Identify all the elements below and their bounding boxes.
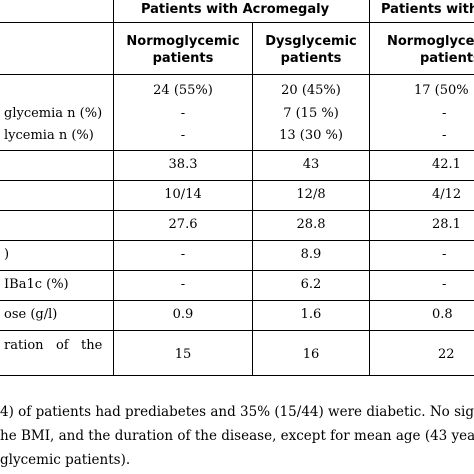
row-divider <box>0 240 474 241</box>
table-bottom-border <box>0 375 474 376</box>
row-label: ) <box>4 247 10 262</box>
cell-value: - <box>442 247 447 262</box>
cell-value: 13 (30 %) <box>279 128 343 143</box>
cell-value: 24 (55%) <box>153 83 213 98</box>
column-divider <box>113 0 114 375</box>
row-label: ration of the <box>4 338 103 353</box>
cell-value: 0.8 <box>432 307 453 322</box>
caption-line: he BMI, and the duration of the disease,… <box>0 428 474 444</box>
header-group-rule <box>113 22 474 23</box>
cell-value: - <box>180 247 186 262</box>
col-header-normoglycemic2-line1: Normoglyce <box>387 34 474 49</box>
row-divider <box>0 150 474 151</box>
row-divider <box>0 300 474 301</box>
cell-value: 42.1 <box>432 157 461 172</box>
col-header-dysglycemic-line2: patients <box>280 51 342 66</box>
col-header-normoglycemic2-line2: patients <box>420 51 474 66</box>
cell-value: 8.9 <box>300 247 322 262</box>
cell-value: 12/8 <box>296 187 326 202</box>
cell-value: 43 <box>302 157 320 172</box>
row-label: IBa1c (%) <box>4 277 69 292</box>
col-header-normoglycemic-line1: Normoglycemic <box>126 34 240 49</box>
cell-value: 28.1 <box>432 217 461 232</box>
row-divider <box>0 270 474 271</box>
row-divider <box>0 330 474 331</box>
cell-value: - <box>180 277 186 292</box>
row-divider <box>0 180 474 181</box>
cell-value: 7 (15 %) <box>283 106 339 121</box>
caption-line: 4) of patients had prediabetes and 35% (… <box>0 404 474 420</box>
col-header-dysglycemic-line1: Dysglycemic <box>265 34 357 49</box>
row-label: glycemia n (%) <box>4 106 103 121</box>
group-header-acromegaly: Patients with Acromegaly <box>140 2 330 17</box>
cell-value: - <box>442 106 447 121</box>
cell-value: 6.2 <box>300 277 322 292</box>
group-header-other: Patients with <box>381 2 474 17</box>
cell-value: 38.3 <box>168 157 198 172</box>
cell-value: - <box>180 106 186 121</box>
cell-value: - <box>442 128 447 143</box>
cell-value: 10/14 <box>164 187 202 202</box>
cell-value: 4/12 <box>432 187 462 202</box>
cell-value: - <box>180 128 186 143</box>
row-label: lycemia n (%) <box>4 128 94 143</box>
cell-value: 20 (45%) <box>281 83 341 98</box>
cell-value: 15 <box>174 347 192 362</box>
cell-value: 0.9 <box>172 307 194 322</box>
caption-line: glycemic patients). <box>0 452 131 468</box>
cell-value: 27.6 <box>168 217 198 232</box>
cell-value: - <box>442 277 447 292</box>
cell-value: 1.6 <box>300 307 322 322</box>
column-divider <box>369 0 370 375</box>
cell-value: 22 <box>438 347 455 362</box>
row-divider <box>0 210 474 211</box>
row-label: ose (g/l) <box>4 307 58 322</box>
col-header-normoglycemic-line2: patients <box>152 51 214 66</box>
cell-value: 28.8 <box>296 217 326 232</box>
cell-value: 17 (50% <box>414 83 469 98</box>
header-bottom-border <box>0 74 474 75</box>
cell-value: 16 <box>302 347 320 362</box>
column-divider <box>252 22 253 375</box>
